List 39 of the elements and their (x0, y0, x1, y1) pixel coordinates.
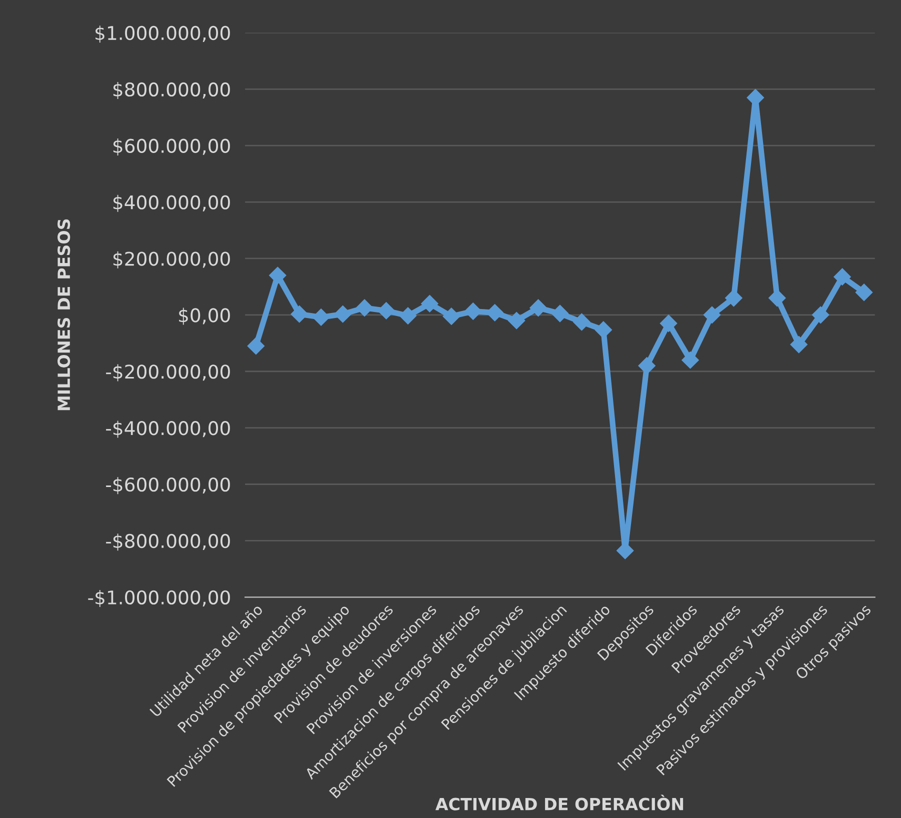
y-tick-label: -$400.000,00 (106, 420, 230, 438)
point (725, 289, 742, 307)
point (508, 312, 526, 330)
point (247, 337, 264, 355)
y-tick-label: $800.000,00 (113, 82, 230, 100)
point (530, 299, 547, 316)
point (660, 314, 678, 332)
y-tick-label: $200.000,00 (113, 251, 230, 268)
point (834, 268, 851, 286)
y-axis-title: MILLONES DE PESOS (58, 219, 70, 410)
y-tick-label: $0,00 (179, 308, 230, 325)
point (378, 302, 395, 320)
y-tick-label: $600.000,00 (113, 138, 230, 156)
point (551, 304, 569, 322)
y-tick-label: -$200.000,00 (106, 364, 230, 382)
x-axis-title: ACTIVIDAD DE OPERACIÒN (435, 794, 684, 810)
point (334, 306, 352, 323)
point (269, 266, 286, 284)
point (594, 321, 612, 338)
y-tick-label: -$1.000.000,00 (88, 590, 230, 608)
y-tick-label: $1.000.000,00 (96, 26, 230, 43)
point (682, 352, 699, 369)
point (855, 284, 873, 301)
point (290, 306, 308, 323)
point (638, 357, 656, 374)
point (442, 308, 460, 325)
point (421, 295, 438, 312)
point (573, 313, 590, 331)
point (356, 299, 374, 316)
y-tick-label: -$600.000,00 (106, 477, 230, 494)
point (812, 306, 830, 324)
point (464, 302, 482, 320)
point (768, 289, 786, 307)
point (312, 308, 330, 326)
y-tick-label: $400.000,00 (113, 194, 230, 212)
y-tick-label: -$800.000,00 (106, 534, 230, 551)
point (790, 336, 808, 354)
point (399, 307, 417, 324)
point (703, 306, 721, 324)
